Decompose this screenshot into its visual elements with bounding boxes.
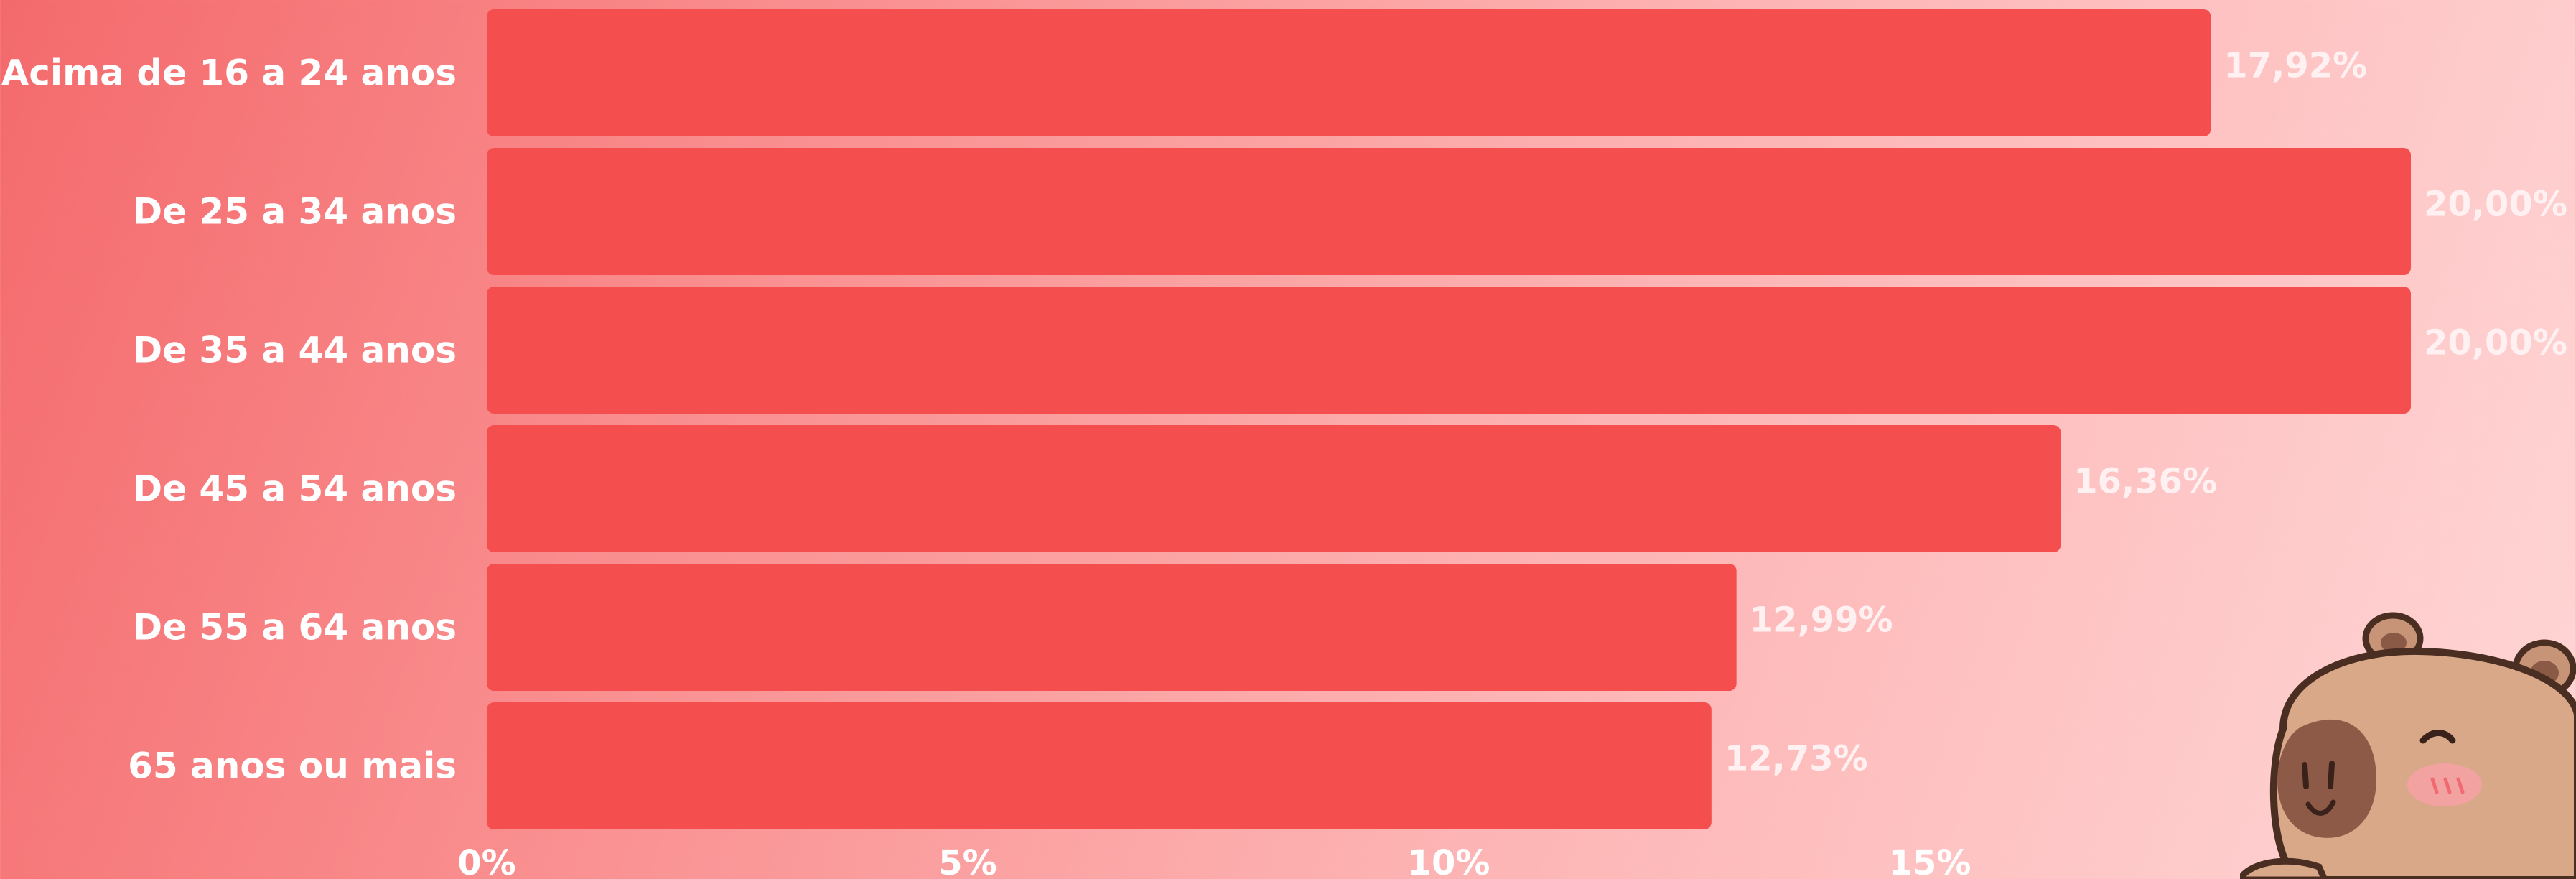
x-tick-label-2: 10% [1408, 843, 1490, 879]
value-label-1: 20,00% [2424, 185, 2567, 225]
x-axis-ticks: 0% 5% 10% 15% [457, 843, 1971, 879]
value-label-0: 17,92% [2223, 46, 2367, 86]
category-label-2: De 35 a 44 anos [133, 330, 457, 371]
category-label-1: De 25 a 34 anos [133, 191, 457, 233]
category-label-0: Acima de 16 a 24 anos [1, 52, 457, 94]
category-label-5: 65 anos ou mais [128, 745, 457, 787]
bar-0 [487, 9, 2211, 136]
x-tick-label-0: 0% [457, 843, 516, 879]
capybara-icon [2240, 612, 2576, 879]
x-tick-label-3: 15% [1889, 843, 1971, 879]
value-label-4: 12,99% [1750, 600, 1893, 641]
value-label-2: 20,00% [2424, 323, 2567, 363]
value-labels: 17,92% 20,00% 20,00% 16,36% 12,99% 12,73% [1725, 46, 2567, 779]
bars-group [487, 9, 2411, 829]
value-label-5: 12,73% [1725, 739, 1868, 779]
bar-2 [487, 287, 2411, 414]
bar-5 [487, 702, 1712, 829]
value-label-3: 16,36% [2073, 462, 2217, 502]
category-label-4: De 55 a 64 anos [133, 607, 457, 648]
category-labels: Acima de 16 a 24 anos De 25 a 34 anos De 3… [1, 52, 457, 787]
bar-1 [487, 148, 2411, 275]
category-label-3: De 45 a 54 anos [133, 468, 457, 510]
bar-4 [487, 564, 1737, 691]
x-tick-label-1: 5% [938, 843, 997, 879]
bar-3 [487, 425, 2061, 552]
